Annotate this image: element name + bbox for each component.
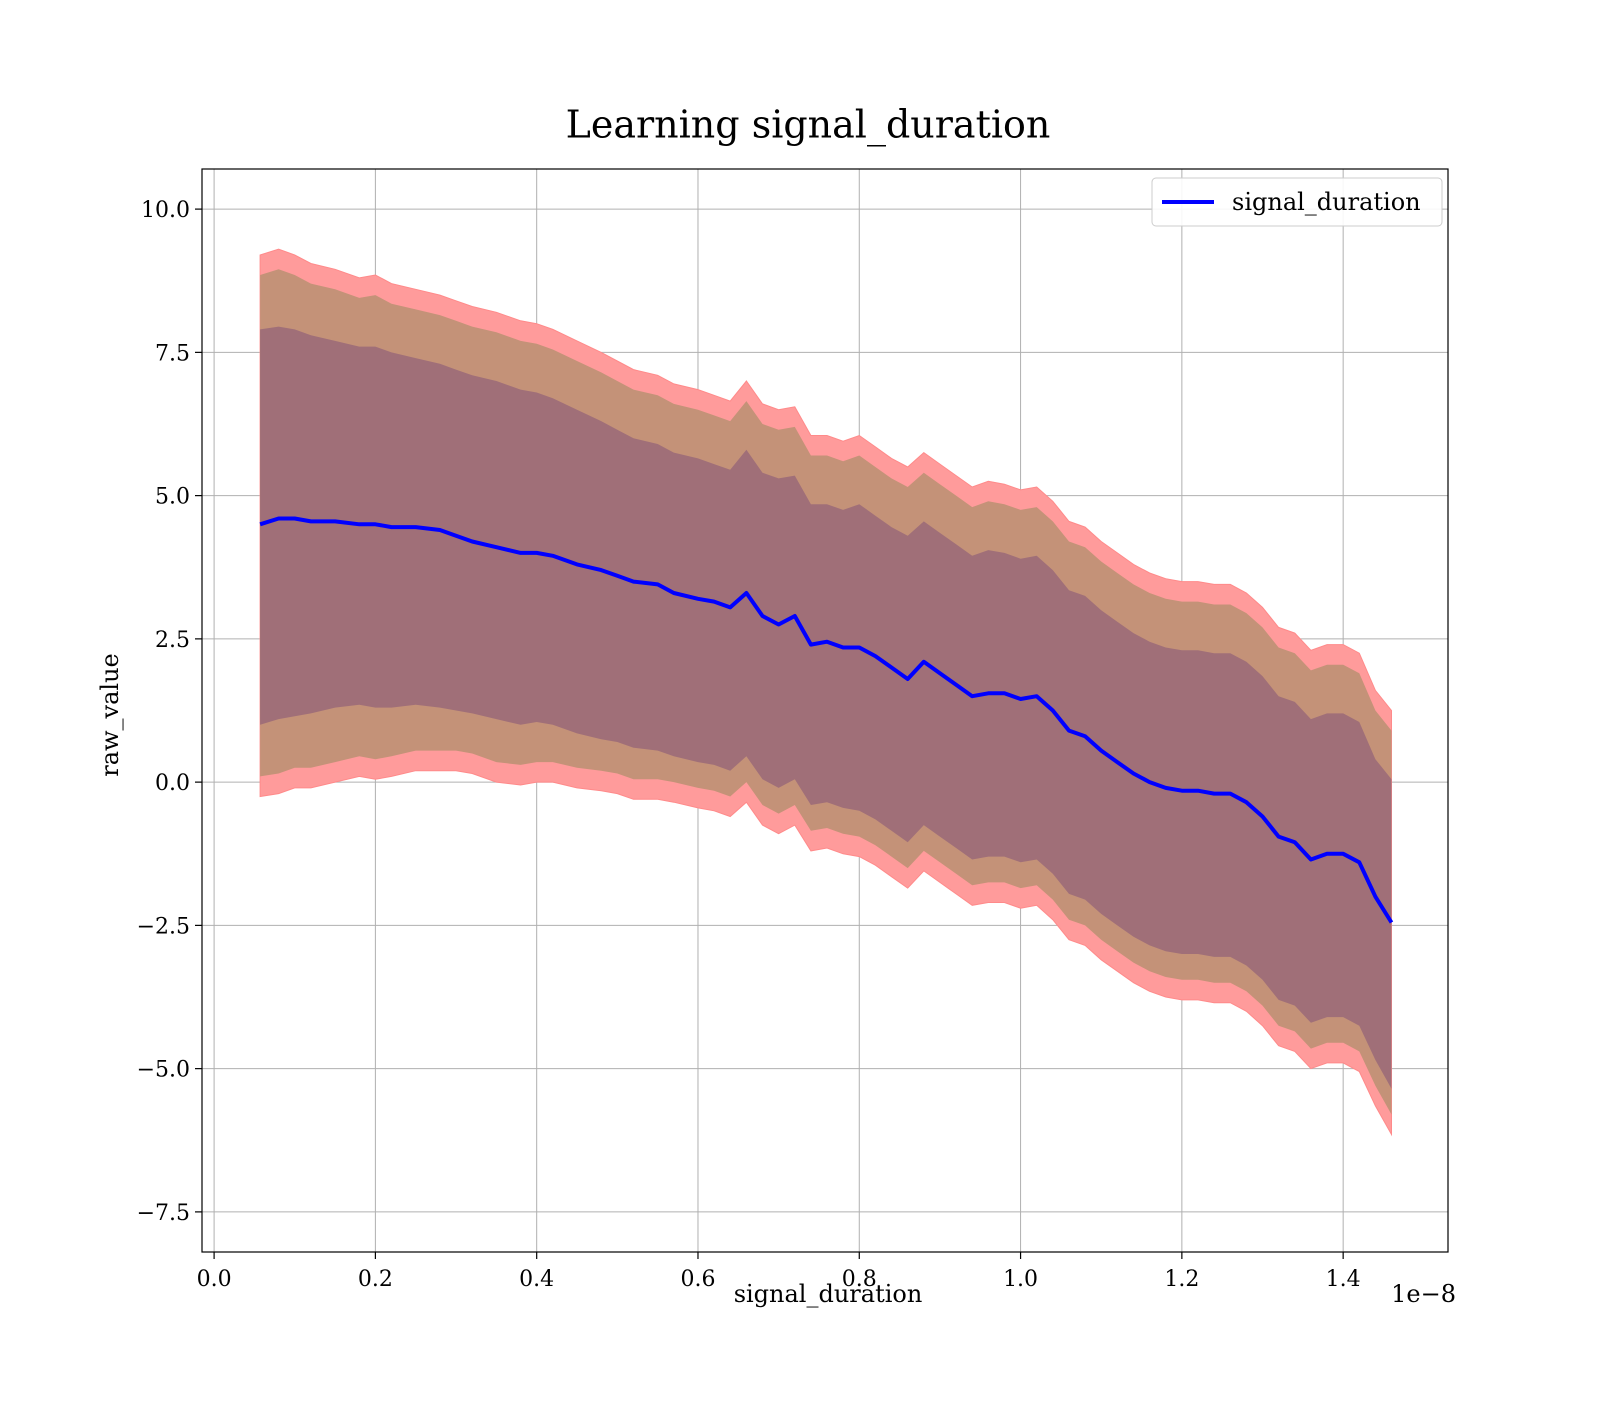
- y-axis-label: raw_value: [96, 653, 124, 777]
- chart-title: Learning signal_duration: [566, 103, 1051, 148]
- series-lines: [259, 516, 1394, 924]
- y-tick-label: −7.5: [137, 1201, 190, 1226]
- x-tick-label: 0.8: [842, 1267, 877, 1292]
- y-tick-label: −5.0: [137, 1058, 190, 1083]
- x-tick-label: 1.2: [1164, 1267, 1199, 1292]
- y-tick-label: 10.0: [141, 198, 190, 223]
- legend-frame: [1151, 177, 1443, 227]
- x-tick-label: 0.2: [358, 1267, 393, 1292]
- inner-band: [260, 326, 1392, 1089]
- y-tick-label: −2.5: [137, 914, 190, 939]
- y-tick-label: 0.0: [155, 771, 190, 796]
- x-tick-label: 0.6: [680, 1267, 715, 1292]
- axes-frame: [201, 168, 1449, 1253]
- y-tick-label: 2.5: [155, 628, 190, 653]
- x-tick-label: 1.0: [1003, 1267, 1038, 1292]
- y-tick-label: 5.0: [155, 485, 190, 510]
- confidence-bands: [259, 248, 1392, 1137]
- x-tick-label: 1.4: [1326, 1267, 1361, 1292]
- y-tick-label: 7.5: [155, 341, 190, 366]
- x-tick-label: 0.4: [519, 1267, 554, 1292]
- x-axis-offset-label: 1e−8: [1391, 1280, 1456, 1308]
- series-line-signal-duration: [259, 516, 1394, 924]
- x-axis-label: signal_duration: [734, 1280, 923, 1308]
- x-axis-ticks: 0.0 0.2 0.4 0.6 0.8 1.0 1.2 1.4: [197, 1252, 1361, 1292]
- legend-label: signal_duration: [1232, 188, 1421, 216]
- legend: signal_duration: [1151, 177, 1443, 227]
- y-axis-ticks: −7.5 −5.0 −2.5 0.0 2.5 5.0 7.5 10.0: [137, 198, 202, 1226]
- x-tick-label: 0.0: [197, 1267, 232, 1292]
